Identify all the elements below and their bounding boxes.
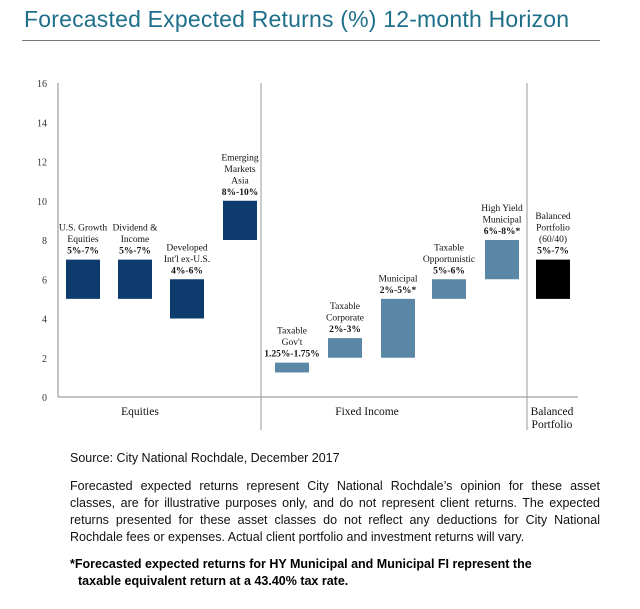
bar-category-label: Developed [166,243,207,253]
bar-range-label: 5%-6% [433,266,465,276]
group-label-fixed_income: Fixed Income [335,406,399,418]
bar-category-label: Equities [67,235,98,245]
bar-range-label: 5%-7% [537,247,569,257]
bar-range-label: 2%-5%* [380,286,417,296]
y-tick-label: 2 [42,354,47,365]
y-tick-label: 14 [37,118,47,129]
group-label-balanced: Portfolio [532,419,573,431]
bar-10 [536,259,570,299]
bar-category-label: High Yield [481,204,523,214]
y-tick-label: 16 [37,79,47,90]
bar-3 [170,279,204,319]
bar-category-label: Taxable [330,302,360,312]
bar-range-label: 1.25%-1.75% [264,350,319,360]
footnote: *Forecasted expected returns for HY Muni… [70,556,605,590]
y-tick-label: 10 [37,197,47,208]
bar-category-label: Opportunistic [423,255,475,265]
bar-category-label: Emerging [221,153,259,163]
bar-8 [432,279,466,299]
bar-range-label: 5%-7% [119,247,151,257]
bar-category-label: Gov't [282,338,303,348]
bar-9 [485,240,519,280]
bar-category-label: (60/40) [539,234,567,245]
bar-range-label: 2%-3% [329,325,361,335]
bar-7 [381,298,415,358]
bar-range-label: 5%-7% [67,247,99,257]
footnote-line-2: taxable equivalent return at a 43.40% ta… [78,574,349,588]
bar-category-label: Markets [224,165,255,175]
y-tick-label: 6 [42,275,47,286]
y-tick-label: 4 [42,315,47,326]
bar-category-label: Asia [231,176,249,186]
group-label-equities: Equities [121,406,159,418]
bar-category-label: Int'l ex-U.S. [164,255,210,265]
bar-category-label: Municipal [482,216,521,226]
bar-category-label: Taxable [434,243,464,253]
bar-category-label: Taxable [277,327,307,337]
bar-5 [275,362,309,373]
group-label-balanced: Balanced [531,406,574,418]
title-divider [22,40,600,41]
bar-category-label: Municipal [378,274,417,284]
disclaimer-text: Forecasted expected returns represent Ci… [70,479,600,544]
bar-category-label: Balanced [535,212,571,222]
bar-range-label: 6%-8%* [484,227,521,237]
y-tick-label: 12 [37,158,47,169]
bar-6 [328,338,362,358]
bar-category-label: Corporate [326,314,364,324]
y-tick-label: 0 [42,393,47,404]
bar-category-label: Dividend & [112,224,158,234]
page-title: Forecasted Expected Returns (%) 12-month… [24,6,570,32]
bar-1 [66,259,100,299]
footnote-line-1: *Forecasted expected returns for HY Muni… [70,557,532,571]
bar-category-label: U.S. Growth [59,224,108,234]
y-tick-label: 8 [42,236,47,247]
source-note: Source: City National Rochdale, December… [70,451,340,465]
bar-2 [118,259,152,299]
bar-category-label: Income [121,235,150,245]
bar-range-label: 4%-6% [171,266,203,276]
bar-range-label: 8%-10% [222,188,258,198]
bar-4 [223,200,257,240]
bar-category-label: Portfolio [536,223,570,234]
